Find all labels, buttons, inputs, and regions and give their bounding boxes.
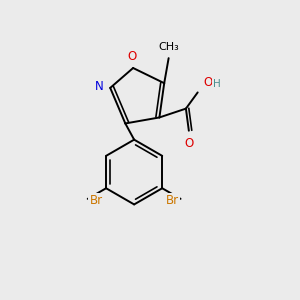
Text: N: N bbox=[95, 80, 104, 93]
Text: O: O bbox=[127, 50, 136, 63]
Text: CH₃: CH₃ bbox=[158, 42, 179, 52]
Text: Br: Br bbox=[89, 194, 103, 207]
Text: O: O bbox=[185, 137, 194, 150]
Text: H: H bbox=[213, 80, 221, 89]
Text: O: O bbox=[203, 76, 212, 89]
Text: Br: Br bbox=[166, 194, 179, 207]
